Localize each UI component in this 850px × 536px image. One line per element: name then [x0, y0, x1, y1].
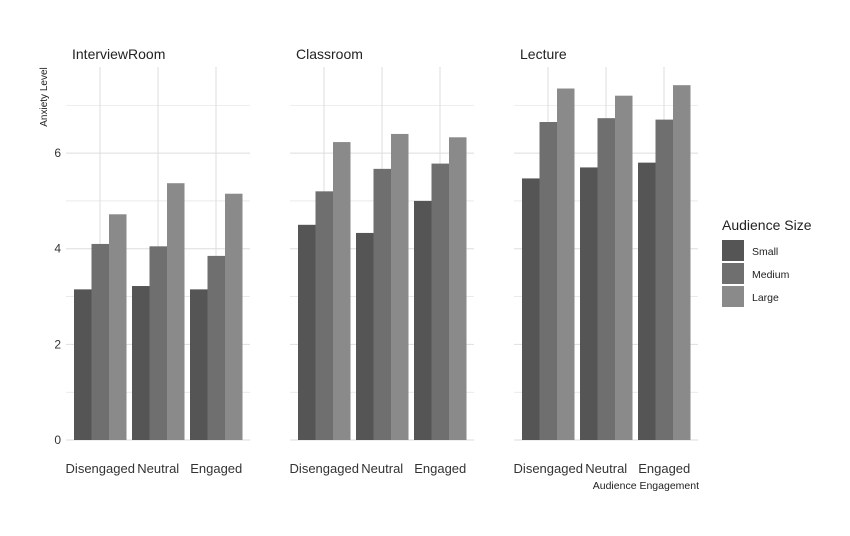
bar-medium-disengaged — [91, 243, 109, 440]
legend: Audience Size Small Medium Large — [722, 217, 812, 307]
panel-title: Classroom — [296, 46, 363, 62]
y-tick-label: 2 — [54, 337, 61, 351]
bar-large-engaged — [449, 137, 467, 441]
x-tick-label: Neutral — [137, 461, 179, 476]
x-tick-label: Disengaged — [66, 461, 135, 476]
bar-small-neutral — [132, 286, 150, 440]
bar-large-neutral — [391, 133, 409, 440]
bar-small-engaged — [638, 162, 656, 440]
bar-small-neutral — [356, 232, 374, 440]
legend-swatch-large — [722, 286, 744, 307]
x-tick-label: Neutral — [361, 461, 403, 476]
legend-swatch-small — [722, 240, 744, 261]
y-tick-label: 0 — [54, 433, 61, 447]
bar-medium-neutral — [373, 168, 391, 440]
bar-medium-neutral — [149, 246, 167, 440]
bar-medium-disengaged — [539, 121, 557, 440]
legend-label-large: Large — [752, 292, 779, 304]
bar-small-engaged — [190, 289, 208, 440]
bar-medium-disengaged — [315, 191, 333, 440]
bar-large-engaged — [225, 193, 243, 440]
panel-interviewroom: Disengaged Neutral Engaged InterviewRoom — [66, 46, 250, 476]
y-axis-label: Anxiety Level — [39, 67, 50, 126]
y-tick-label: 6 — [54, 146, 61, 160]
bar-large-disengaged — [557, 88, 575, 441]
bar-medium-engaged — [431, 163, 449, 440]
x-tick-label: Engaged — [414, 461, 466, 476]
panel-lecture: Disengaged Neutral Engaged Lecture — [514, 46, 698, 476]
x-tick-label: Engaged — [190, 461, 242, 476]
x-tick-label: Engaged — [638, 461, 690, 476]
x-tick-label: Disengaged — [290, 461, 359, 476]
bar-small-engaged — [414, 200, 432, 440]
bar-medium-engaged — [655, 119, 673, 440]
bar-large-neutral — [167, 183, 185, 440]
panel-title: Lecture — [520, 46, 567, 62]
x-tick-label: Neutral — [585, 461, 627, 476]
panel-title: InterviewRoom — [72, 46, 165, 62]
bar-large-disengaged — [333, 142, 351, 441]
bar-large-engaged — [673, 85, 691, 441]
panels: Disengaged Neutral EngagedInterviewRoomDis… — [54, 46, 698, 476]
x-tick-label: Disengaged — [514, 461, 583, 476]
bar-small-disengaged — [74, 289, 92, 440]
legend-label-small: Small — [752, 246, 778, 258]
panel-classroom: Disengaged Neutral Engaged Classroom — [290, 46, 474, 476]
bar-medium-neutral — [597, 118, 615, 441]
x-axis-label: Audience Engagement — [593, 480, 699, 492]
legend-label-medium: Medium — [752, 269, 790, 281]
legend-swatch-medium — [722, 263, 744, 284]
bar-small-disengaged — [522, 178, 540, 440]
y-tick-label: 4 — [54, 242, 61, 256]
bar-large-neutral — [615, 95, 633, 440]
bar-medium-engaged — [207, 255, 225, 440]
bar-small-disengaged — [298, 224, 316, 440]
legend-title: Audience Size — [722, 217, 812, 233]
bar-small-neutral — [580, 167, 598, 440]
bar-large-disengaged — [109, 214, 127, 440]
